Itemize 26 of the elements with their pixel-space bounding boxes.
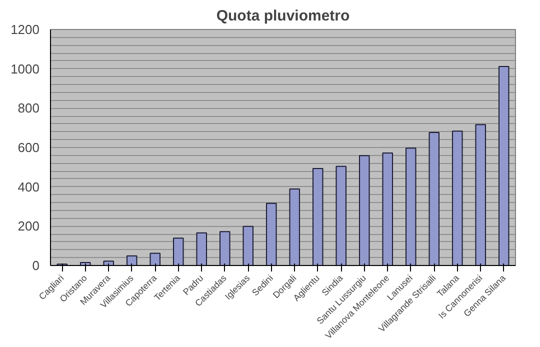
bar	[475, 124, 486, 266]
bar	[382, 152, 394, 266]
bar	[266, 202, 277, 266]
bar	[452, 130, 463, 266]
bar	[126, 255, 138, 266]
y-tick-label: 400	[18, 179, 40, 194]
bar	[172, 238, 184, 266]
bar	[336, 166, 347, 266]
bar	[312, 168, 324, 266]
y-tick-label: 0	[32, 258, 40, 273]
bar	[289, 188, 300, 266]
bar	[358, 155, 370, 266]
bar	[150, 252, 161, 266]
bar	[242, 226, 254, 266]
bar	[498, 66, 510, 266]
bar	[428, 132, 440, 266]
y-tick-label: 1200	[10, 22, 40, 37]
bar	[196, 232, 208, 266]
y-tick-label: 200	[18, 218, 40, 234]
bar	[103, 260, 114, 266]
chart-title: Quota pluviometro	[216, 8, 350, 24]
y-tick-label: 1000	[10, 61, 40, 76]
bar	[219, 231, 230, 266]
bar	[405, 148, 416, 266]
y-tick-label: 600	[18, 140, 40, 155]
y-tick-label: 800	[18, 100, 40, 116]
